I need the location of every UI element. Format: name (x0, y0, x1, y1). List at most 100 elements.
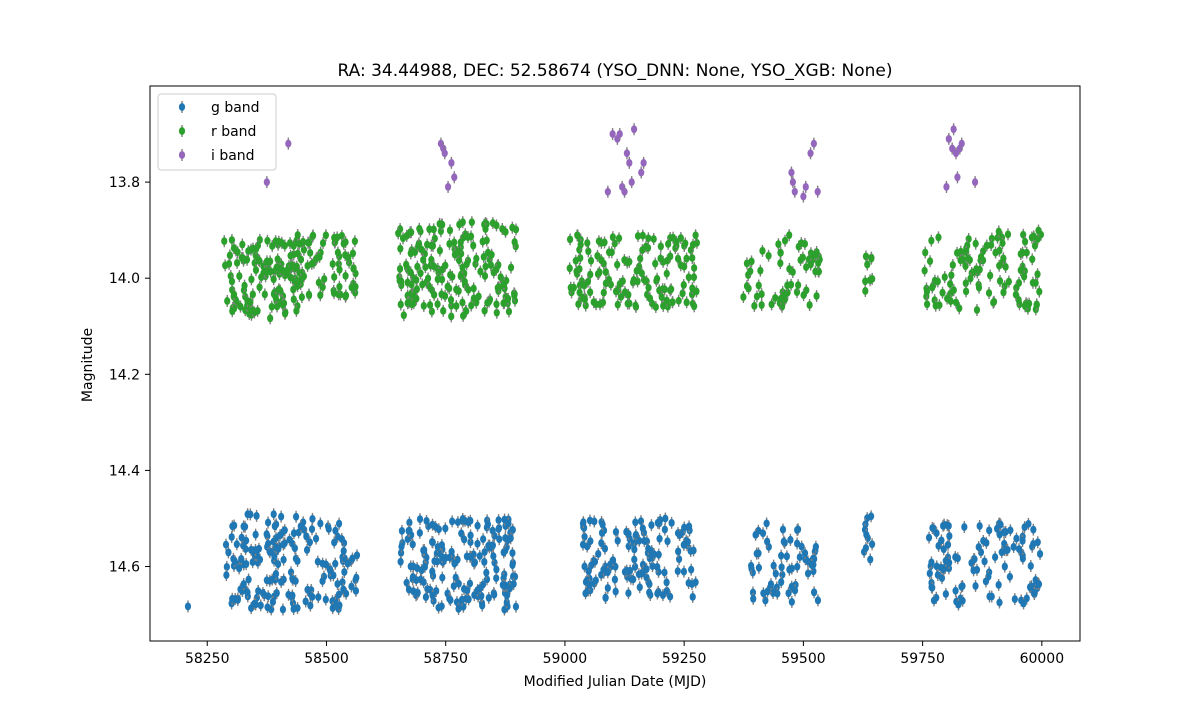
data-point (930, 594, 938, 607)
data-point (937, 561, 945, 574)
data-point (340, 583, 347, 596)
data-point (1000, 286, 1007, 299)
data-point (659, 589, 667, 602)
data-point (474, 519, 481, 532)
data-point (690, 271, 698, 284)
data-point (992, 551, 999, 564)
data-point (862, 250, 870, 263)
data-point (223, 569, 230, 582)
data-point (231, 555, 238, 568)
data-point (662, 512, 669, 525)
data-point (946, 529, 953, 542)
y-axis: 13.8 14.0 14.2 14.4 14.6 (109, 175, 150, 576)
data-point (598, 254, 605, 267)
data-point (748, 559, 755, 572)
data-point (447, 293, 455, 306)
data-point (272, 291, 279, 304)
data-point (602, 591, 609, 604)
data-point (794, 523, 802, 536)
data-point (440, 304, 447, 317)
data-point (430, 223, 437, 236)
data-point (663, 267, 670, 280)
data-point (267, 265, 274, 278)
data-point (655, 548, 662, 561)
data-point (484, 296, 491, 309)
data-point (315, 276, 322, 289)
data-point (278, 510, 285, 523)
data-point (1031, 586, 1038, 599)
data-point (942, 587, 949, 600)
data-point (444, 280, 451, 293)
data-point (814, 185, 821, 198)
data-point (459, 216, 466, 229)
data-point (407, 247, 414, 260)
data-point (660, 299, 667, 312)
data-point (663, 294, 670, 307)
data-point (747, 265, 754, 278)
data-point (332, 557, 339, 570)
data-point (1004, 228, 1012, 241)
data-point (470, 282, 477, 295)
data-point (414, 260, 421, 273)
data-point (300, 243, 308, 256)
data-point (679, 287, 686, 300)
data-point (601, 542, 609, 555)
data-point (420, 253, 427, 266)
data-point (241, 279, 248, 292)
data-point (500, 546, 507, 559)
data-point (864, 258, 871, 271)
data-point (273, 541, 280, 554)
data-point (675, 294, 682, 307)
data-point (753, 547, 760, 560)
data-point (342, 269, 349, 282)
data-point (236, 562, 243, 575)
data-point (479, 599, 486, 612)
data-point (509, 547, 516, 560)
data-point (934, 275, 941, 288)
data-point (947, 277, 954, 290)
data-point (303, 543, 311, 556)
data-point (617, 290, 625, 303)
data-point (638, 166, 645, 179)
data-point (231, 519, 238, 532)
data-point (689, 238, 697, 251)
data-point (309, 590, 316, 603)
data-point (398, 540, 405, 553)
data-point (234, 593, 241, 606)
data-point (455, 602, 462, 615)
data-point (1035, 224, 1042, 237)
data-point (661, 523, 668, 536)
data-point (949, 259, 956, 272)
data-point (956, 302, 963, 315)
data-point (322, 558, 330, 571)
data-point (1030, 537, 1037, 550)
data-point (329, 602, 336, 615)
data-point (598, 537, 605, 550)
data-point (500, 278, 508, 291)
data-point (255, 584, 262, 597)
legend-marker (178, 103, 186, 111)
data-point (487, 259, 495, 272)
data-point (436, 244, 444, 257)
data-point (621, 286, 629, 299)
data-point (604, 185, 611, 198)
data-point (451, 236, 458, 249)
data-point (315, 591, 322, 604)
data-point (596, 298, 604, 311)
data-point (1032, 276, 1039, 289)
data-point (619, 275, 626, 288)
data-point (499, 223, 506, 236)
data-point (958, 580, 965, 593)
data-point (466, 577, 474, 590)
data-point (291, 542, 298, 555)
data-point (484, 246, 492, 259)
x-axis: 58250 58500 58750 59000 59250 59500 59750 60000 (185, 641, 1064, 667)
data-point (807, 258, 814, 271)
data-point (468, 216, 475, 229)
data-point (245, 573, 252, 586)
data-point (419, 278, 426, 291)
data-point (275, 283, 282, 296)
data-point (455, 577, 462, 590)
data-point (329, 258, 336, 271)
data-point (944, 292, 951, 305)
